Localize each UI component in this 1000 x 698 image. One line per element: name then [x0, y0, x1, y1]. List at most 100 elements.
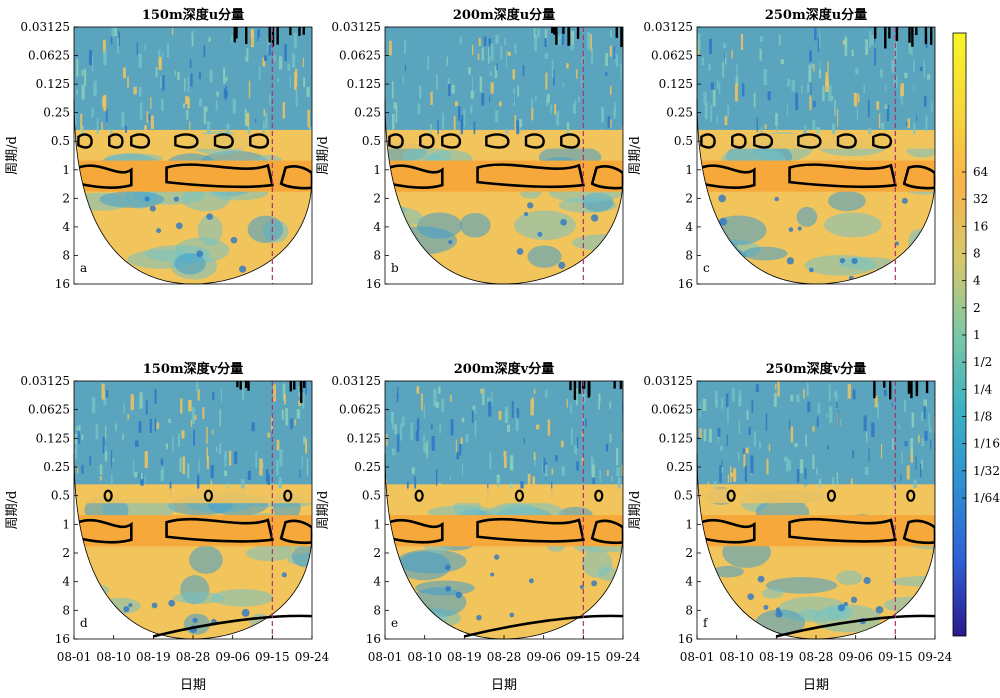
- highfreq-streak: [865, 466, 869, 476]
- highfreq-streak: [886, 104, 890, 122]
- highfreq-streak: [550, 104, 553, 114]
- highfreq-streak: [509, 455, 514, 471]
- highfreq-streak: [573, 445, 578, 454]
- colorbar-tick-label: 4: [973, 274, 981, 288]
- highfreq-streak: [168, 418, 171, 423]
- power-dot: [719, 217, 728, 226]
- highfreq-streak: [267, 474, 270, 485]
- highfreq-streak: [598, 393, 600, 410]
- x-tick-label: 08-10: [719, 650, 754, 664]
- highfreq-streak: [91, 107, 94, 118]
- highfreq-streak: [160, 76, 162, 88]
- power-dot: [173, 196, 180, 202]
- significance-contour: [776, 614, 936, 638]
- power-dot: [175, 222, 183, 230]
- panel-f: 250m深度v分量 f 0.03125 0.0625 0.125 0.25 0.5 1 2 4 8 1…: [628, 361, 953, 693]
- highfreq-streak: [874, 48, 877, 66]
- highfreq-streak: [191, 407, 195, 424]
- highfreq-streak: [400, 423, 403, 441]
- highfreq-streak: [396, 393, 399, 403]
- power-blob: [765, 577, 838, 594]
- highfreq-streak: [931, 102, 933, 112]
- panel-title: 250m深度v分量: [766, 361, 866, 377]
- highfreq-streak: [513, 88, 516, 106]
- x-tick-label: 08-19: [759, 650, 794, 664]
- highfreq-streak: [478, 38, 481, 46]
- y-tick-label: 0.25: [43, 460, 70, 474]
- highfreq-streak: [750, 455, 754, 474]
- highfreq-streak: [816, 416, 819, 427]
- heatmap-e: [385, 381, 623, 639]
- highfreq-streak: [494, 65, 498, 79]
- highfreq-streak: [459, 444, 462, 456]
- highfreq-streak: [479, 76, 483, 93]
- significance-contour: [103, 489, 113, 502]
- significance-contour: [388, 164, 444, 190]
- highfreq-streak: [488, 401, 492, 417]
- highfreq-streak: [765, 412, 768, 431]
- highfreq-streak: [225, 85, 227, 102]
- highfreq-streak: [216, 446, 218, 453]
- highfreq-streak: [223, 88, 226, 99]
- highfreq-streak: [277, 77, 279, 82]
- y-tick-label: 0.25: [666, 106, 693, 120]
- highfreq-streak: [219, 409, 221, 427]
- highfreq-streak: [703, 429, 707, 441]
- highfreq-streak: [807, 401, 811, 413]
- highfreq-streak: [572, 103, 576, 114]
- power-dot: [718, 194, 726, 203]
- power-blob: [99, 191, 165, 208]
- highfreq-streak: [427, 56, 430, 70]
- highfreq-streak: [433, 388, 437, 407]
- highfreq-streak: [289, 74, 291, 89]
- highfreq-streak: [278, 477, 282, 489]
- highfreq-streak: [555, 455, 558, 462]
- highfreq-streak: [144, 44, 146, 51]
- highfreq-streak: [734, 83, 738, 102]
- highfreq-streak: [140, 472, 144, 480]
- significance-contour: [594, 489, 604, 502]
- highfreq-streak: [609, 119, 612, 128]
- panel-a: 150m深度u分量 a 0.03125 0.0625 0.125 0.25 0.5 1 2 4 8 1…: [5, 7, 313, 291]
- x-tick-label: 09-24: [295, 650, 330, 664]
- highfreq-streak: [450, 419, 454, 436]
- colorbar-tick-label: 1/2: [973, 355, 992, 369]
- highfreq-streak: [727, 405, 729, 423]
- highfreq-streak: [102, 436, 105, 454]
- highfreq-streak: [75, 113, 77, 126]
- highfreq-streak: [527, 473, 531, 485]
- highfreq-streak: [210, 464, 214, 479]
- highfreq-streak: [911, 412, 915, 428]
- x-tick-label: 09-15: [255, 650, 290, 664]
- highfreq-streak: [190, 419, 193, 427]
- highfreq-streak: [581, 431, 584, 436]
- panel-label: c: [703, 261, 710, 275]
- x-tick-label: 08-28: [487, 650, 522, 664]
- highfreq-streak: [794, 443, 798, 448]
- highfreq-streak: [702, 398, 707, 411]
- highfreq-streak: [576, 461, 579, 471]
- highfreq-streak: [430, 91, 433, 106]
- highfreq-streak: [162, 75, 165, 91]
- colorbar-tick-label: 1/4: [973, 382, 993, 396]
- highfreq-streak: [570, 427, 573, 445]
- highfreq-streak: [842, 40, 846, 45]
- y-tick-label: 0.125: [36, 77, 70, 91]
- highfreq-streak: [804, 468, 807, 486]
- highfreq-streak: [559, 33, 563, 39]
- x-axis-label: 日期: [803, 678, 829, 693]
- highfreq-streak: [928, 413, 930, 427]
- highfreq-streak: [232, 98, 236, 114]
- x-tick-label: 08-19: [447, 650, 482, 664]
- highfreq-streak: [81, 84, 85, 100]
- highfreq-streak: [144, 475, 146, 484]
- highfreq-streak: [621, 464, 623, 476]
- highfreq-streak: [759, 36, 763, 43]
- y-tick-label: 2: [62, 191, 70, 205]
- highfreq-streak: [512, 69, 515, 80]
- highfreq-streak: [751, 399, 754, 413]
- highfreq-streak: [415, 430, 420, 442]
- panel-e: 200m深度v分量 e 0.03125 0.0625 0.125 0.25 0.5 1 2 4 8 1…: [316, 361, 641, 693]
- highfreq-streak: [814, 28, 817, 41]
- y-tick-label: 16: [366, 632, 381, 646]
